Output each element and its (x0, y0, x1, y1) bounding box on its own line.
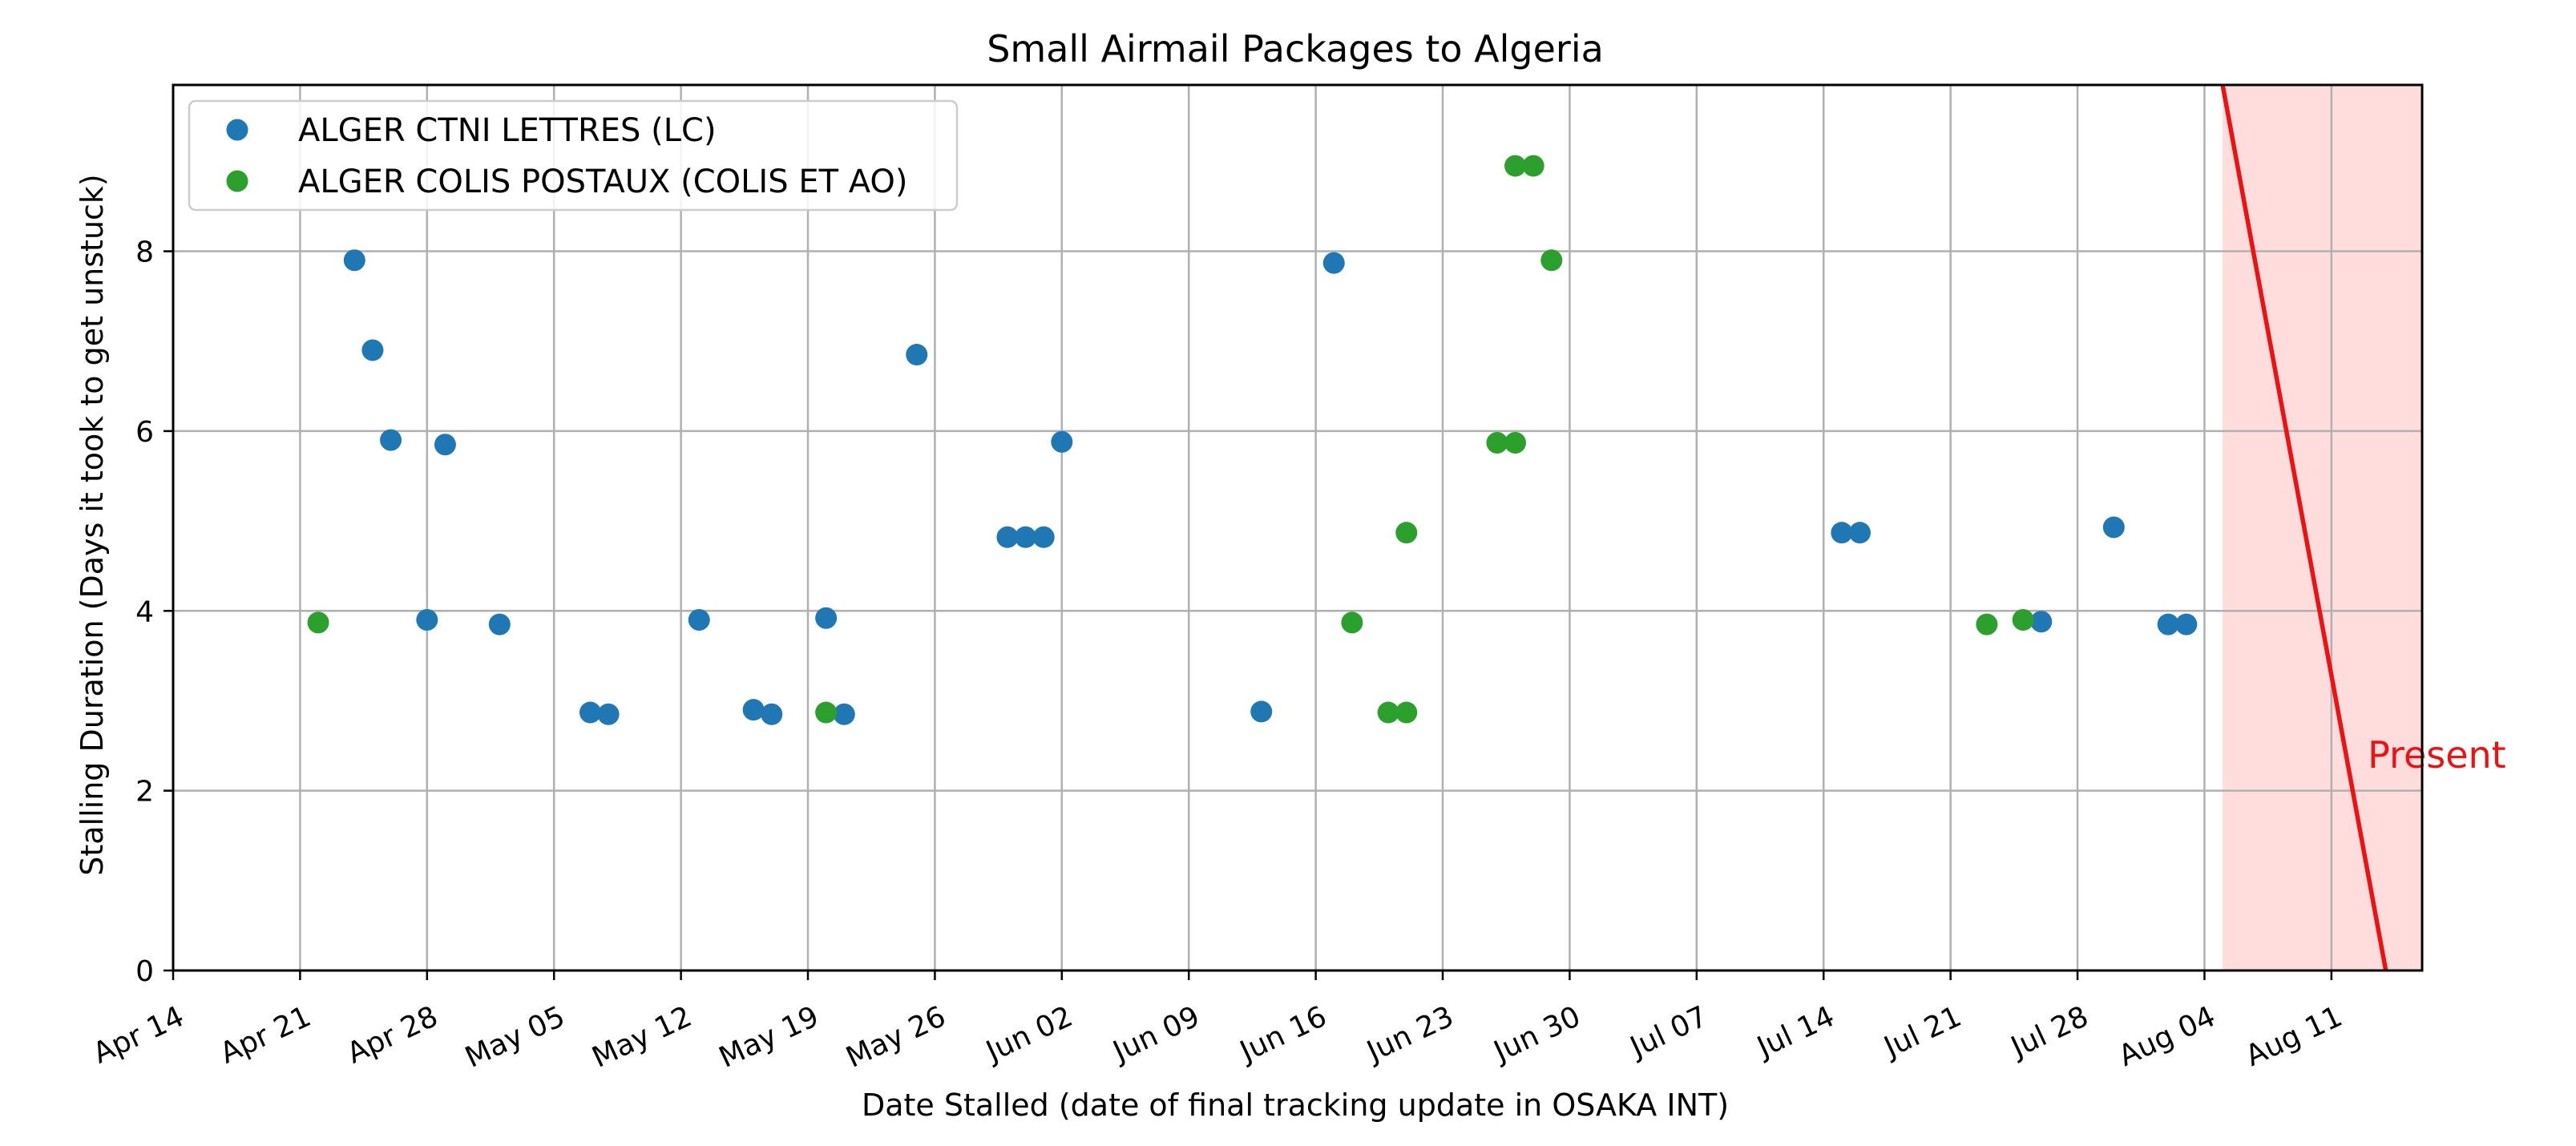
data-point-colis (1341, 611, 1363, 634)
data-point-lc (1831, 522, 1853, 544)
data-point-lc (2030, 611, 2053, 633)
data-point-lc (2102, 516, 2125, 539)
data-point-lc (1032, 526, 1055, 548)
data-point-lc (488, 613, 511, 636)
data-point-lc (579, 701, 601, 724)
data-point-lc (1015, 526, 1037, 548)
data-point-colis (2012, 608, 2034, 631)
data-point-lc (434, 434, 456, 456)
data-point-lc (343, 249, 365, 272)
data-point-lc (380, 429, 402, 451)
y-tick-label: 6 (135, 416, 154, 449)
data-point-lc (1322, 252, 1345, 274)
data-point-colis (1522, 155, 1544, 177)
data-point-lc (2175, 613, 2198, 636)
data-point-colis (1377, 701, 1399, 724)
legend: ALGER CTNI LETTRES (LC) ALGER COLIS POSTA… (188, 99, 959, 212)
y-axis-label: Stalling Duration (Days it took to get u… (75, 174, 110, 876)
data-point-colis (1486, 431, 1508, 454)
data-point-colis (1976, 613, 1998, 636)
data-point-lc (996, 526, 1019, 548)
legend-label: ALGER CTNI LETTRES (LC) (298, 112, 717, 149)
data-point-lc (1250, 700, 1273, 723)
data-point-colis (1504, 155, 1527, 177)
legend-label: ALGER COLIS POSTAUX (COLIS ET AO) (298, 163, 908, 200)
present-label: Present (2368, 733, 2506, 777)
data-point-lc (416, 608, 438, 631)
present-shaded-region (2223, 85, 2422, 970)
legend-box (188, 99, 959, 212)
data-point-lc (833, 703, 855, 725)
present-line (2220, 85, 2388, 970)
data-point-colis (1395, 701, 1418, 724)
data-point-lc (761, 703, 783, 725)
data-point-lc (1051, 430, 1073, 453)
data-point-colis (307, 611, 329, 634)
data-point-colis (1540, 249, 1563, 272)
data-point-lc (906, 344, 928, 366)
data-point-lc (688, 608, 710, 631)
data-point-lc (361, 339, 384, 361)
data-point-colis (1395, 522, 1418, 544)
data-point-lc (597, 703, 620, 725)
legend-marker (226, 170, 248, 192)
legend-marker (226, 119, 248, 141)
data-point-lc (815, 607, 838, 629)
chart-title: Small Airmail Packages to Algeria (987, 27, 1604, 71)
data-point-lc (742, 699, 765, 721)
y-tick-label: 2 (135, 776, 154, 809)
data-point-colis (1504, 431, 1527, 454)
y-tick-label: 4 (135, 595, 154, 628)
x-axis-label: Date Stalled (date of final tracking upd… (862, 1087, 1729, 1123)
plot-frame (172, 83, 2424, 972)
y-tick-label: 0 (135, 955, 154, 988)
data-point-lc (2157, 613, 2179, 636)
y-tick-label: 8 (135, 236, 154, 269)
data-point-lc (1849, 522, 1871, 544)
data-point-colis (815, 701, 838, 724)
